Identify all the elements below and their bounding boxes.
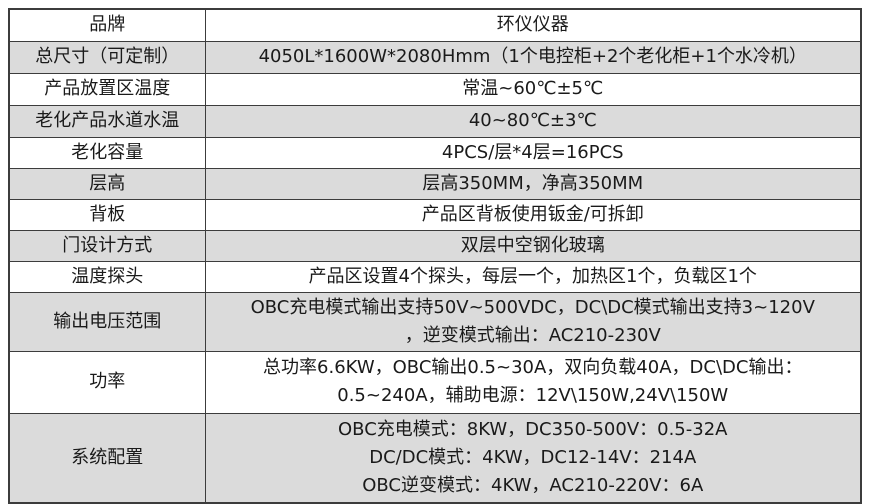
table-row: 层高 层高350MM，净高350MM — [8, 167, 862, 200]
value-line: 产品区设置4个探头，每层一个，加热区1个，负载区1个 — [308, 265, 757, 287]
value-line: 4PCS/层*4层=16PCS — [441, 141, 624, 163]
row-label: 老化容量 — [8, 136, 206, 169]
row-value: OBC充电模式输出支持50V~500VDC，DC\DC模式输出支持3~120V … — [204, 291, 862, 352]
table-row: 输出电压范围 OBC充电模式输出支持50V~500VDC，DC\DC模式输出支持… — [8, 291, 862, 352]
table-row: 温度探头 产品区设置4个探头，每层一个，加热区1个，负载区1个 — [8, 260, 862, 293]
value-line: 层高350MM，净高350MM — [422, 172, 644, 194]
table-row: 门设计方式 双层中空钢化玻璃 — [8, 229, 862, 262]
row-label: 老化产品水道水温 — [8, 104, 206, 138]
row-label: 总尺寸（可定制） — [8, 40, 206, 74]
row-label: 温度探头 — [8, 260, 206, 293]
value-line: DC/DC模式：4KW，DC12-14V：214A — [369, 446, 697, 468]
value-line: 环仪仪器 — [496, 14, 569, 36]
value-line: OBC充电模式输出支持50V~500VDC，DC\DC模式输出支持3~120V — [250, 296, 815, 318]
row-label: 背板 — [8, 198, 206, 231]
table-row: 产品放置区温度 常温~60℃±5℃ — [8, 72, 862, 106]
table-row: 系统配置 OBC充电模式：8KW，DC350-500V：0.5-32A DC/D… — [8, 412, 862, 504]
value-line: 双层中空钢化玻璃 — [460, 234, 605, 256]
value-line: 0.5~240A，辅助电源：12V\150W,24V\150W — [337, 385, 729, 406]
value-line: 4050L*1600W*2080Hmm（1个电控柜+2个老化柜+1个水冷机） — [258, 46, 807, 67]
row-value: 4050L*1600W*2080Hmm（1个电控柜+2个老化柜+1个水冷机） — [204, 40, 862, 74]
row-value: 40~80℃±3℃ — [204, 104, 862, 138]
table-row: 总尺寸（可定制） 4050L*1600W*2080Hmm（1个电控柜+2个老化柜… — [8, 40, 862, 74]
row-value: 4PCS/层*4层=16PCS — [204, 136, 862, 169]
row-value: OBC充电模式：8KW，DC350-500V：0.5-32A DC/DC模式：4… — [204, 412, 862, 504]
row-value: 双层中空钢化玻璃 — [204, 229, 862, 262]
value-line: ，逆变模式输出：AC210-230V — [404, 324, 661, 346]
row-value: 层高350MM，净高350MM — [204, 167, 862, 200]
row-label: 输出电压范围 — [8, 291, 206, 352]
row-label: 系统配置 — [8, 412, 206, 504]
row-label: 层高 — [8, 167, 206, 200]
row-label: 功率 — [8, 350, 206, 414]
table-row: 老化产品水道水温 40~80℃±3℃ — [8, 104, 862, 138]
row-value: 产品区背板使用钣金/可拆卸 — [204, 198, 862, 231]
row-value: 总功率6.6KW，OBC输出0.5~30A，双向负载40A，DC\DC输出： 0… — [204, 350, 862, 414]
spec-table: 品牌 环仪仪器 总尺寸（可定制） 4050L*1600W*2080Hmm（1个电… — [8, 8, 862, 504]
row-label: 门设计方式 — [8, 229, 206, 262]
table-row: 品牌 环仪仪器 — [8, 8, 862, 42]
row-value: 环仪仪器 — [204, 8, 862, 42]
value-line: OBC逆变模式：4KW，AC210-220V：6A — [362, 474, 704, 496]
row-label: 品牌 — [8, 8, 206, 42]
row-value: 常温~60℃±5℃ — [204, 72, 862, 106]
row-label: 产品放置区温度 — [8, 72, 206, 106]
table-row: 功率 总功率6.6KW，OBC输出0.5~30A，双向负载40A，DC\DC输出… — [8, 350, 862, 414]
value-line: OBC充电模式：8KW，DC350-500V：0.5-32A — [338, 418, 728, 440]
value-line: 常温~60℃±5℃ — [462, 78, 604, 99]
table-row: 老化容量 4PCS/层*4层=16PCS — [8, 136, 862, 169]
value-line: 产品区背板使用钣金/可拆卸 — [421, 203, 644, 225]
table-row: 背板 产品区背板使用钣金/可拆卸 — [8, 198, 862, 231]
value-line: 总功率6.6KW，OBC输出0.5~30A，双向负载40A，DC\DC输出： — [263, 357, 803, 378]
value-line: 40~80℃±3℃ — [468, 110, 597, 131]
row-value: 产品区设置4个探头，每层一个，加热区1个，负载区1个 — [204, 260, 862, 293]
